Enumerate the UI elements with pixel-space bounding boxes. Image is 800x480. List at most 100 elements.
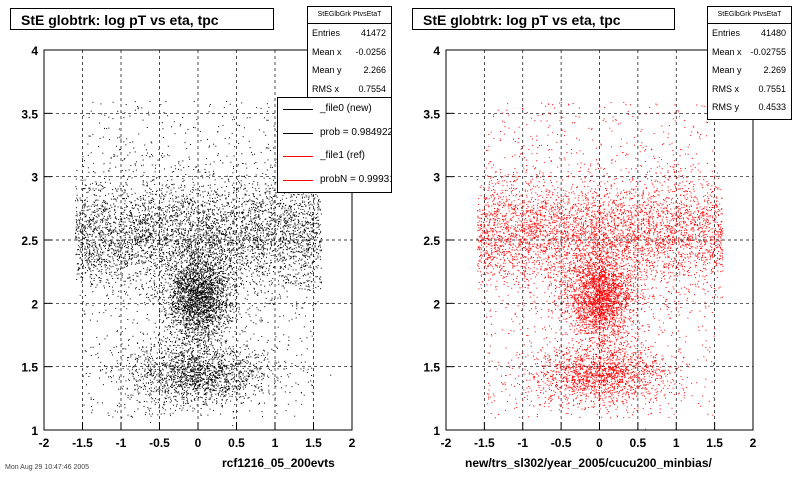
left-scatter-point xyxy=(263,255,264,256)
left-scatter-point xyxy=(125,393,126,394)
left-scatter-point xyxy=(263,132,264,133)
left-scatter-point xyxy=(109,216,110,217)
left-scatter-point xyxy=(206,219,207,220)
left-scatter-point xyxy=(147,127,148,128)
left-scatter-point xyxy=(80,232,81,233)
left-scatter-point xyxy=(243,331,244,332)
left-scatter-point xyxy=(273,304,274,305)
left-scatter-point xyxy=(127,263,128,264)
left-scatter-point xyxy=(285,234,286,235)
left-scatter-point xyxy=(174,210,175,211)
left-scatter-point xyxy=(101,185,102,186)
left-scatter-point xyxy=(261,390,262,391)
left-scatter-point xyxy=(123,175,124,176)
left-scatter-point xyxy=(208,216,209,217)
left-scatter-point xyxy=(182,377,183,378)
left-scatter-point xyxy=(177,404,178,405)
left-scatter-point xyxy=(157,353,158,354)
left-scatter-point xyxy=(200,312,201,313)
left-scatter-point xyxy=(235,219,236,220)
left-scatter-point xyxy=(295,365,296,366)
left-scatter-point xyxy=(177,206,178,207)
left-scatter-point xyxy=(268,340,269,341)
left-scatter-point xyxy=(212,268,213,269)
left-scatter-point xyxy=(203,385,204,386)
left-scatter-point xyxy=(227,212,228,213)
left-scatter-point xyxy=(229,192,230,193)
left-scatter-point xyxy=(240,376,241,377)
left-scatter-point xyxy=(257,199,258,200)
left-scatter-point xyxy=(243,389,244,390)
left-scatter-point xyxy=(240,247,241,248)
left-scatter-point xyxy=(299,214,300,215)
left-scatter-point xyxy=(282,286,283,287)
left-scatter-point xyxy=(311,273,312,274)
left-scatter-point xyxy=(186,323,187,324)
left-scatter-point xyxy=(252,257,253,258)
left-scatter-point xyxy=(167,228,168,229)
left-scatter-point xyxy=(162,277,163,278)
left-scatter-point xyxy=(124,260,125,261)
left-scatter-point xyxy=(260,237,261,238)
left-scatter-point xyxy=(231,253,232,254)
left-scatter-point xyxy=(180,124,181,125)
left-scatter-point xyxy=(310,290,311,291)
left-scatter-point xyxy=(198,319,199,320)
left-scatter-point xyxy=(256,198,257,199)
left-scatter-point xyxy=(231,350,232,351)
left-scatter-point xyxy=(184,359,185,360)
left-scatter-point xyxy=(290,227,291,228)
left-scatter-point xyxy=(144,222,145,223)
left-scatter-point xyxy=(170,255,171,256)
left-scatter-point xyxy=(304,253,305,254)
left-scatter-point xyxy=(202,314,203,315)
left-scatter-point xyxy=(261,320,262,321)
left-scatter-point xyxy=(287,291,288,292)
left-scatter-point xyxy=(227,281,228,282)
left-scatter-point xyxy=(216,388,217,389)
left-scatter-point xyxy=(182,243,183,244)
left-scatter-point xyxy=(186,286,187,287)
left-scatter-point xyxy=(269,285,270,286)
left-scatter-point xyxy=(229,251,230,252)
left-scatter-point xyxy=(286,385,287,386)
left-scatter-point xyxy=(295,282,296,283)
left-scatter-point xyxy=(203,221,204,222)
left-scatter-point xyxy=(247,291,248,292)
left-scatter-point xyxy=(258,357,259,358)
left-scatter-point xyxy=(193,272,194,273)
left-scatter-point xyxy=(109,256,110,257)
left-scatter-point xyxy=(262,267,263,268)
left-scatter-point xyxy=(261,247,262,248)
left-scatter-point xyxy=(208,242,209,243)
left-scatter-point xyxy=(154,213,155,214)
left-scatter-point xyxy=(291,206,292,207)
left-scatter-point xyxy=(198,341,199,342)
left-scatter-point xyxy=(196,317,197,318)
left-scatter-point xyxy=(102,242,103,243)
left-scatter-point xyxy=(221,293,222,294)
left-scatter-point xyxy=(121,232,122,233)
left-scatter-point xyxy=(111,266,112,267)
left-scatter-point xyxy=(139,212,140,213)
left-scatter-point xyxy=(195,384,196,385)
left-scatter-point xyxy=(244,236,245,237)
left-scatter-point xyxy=(165,326,166,327)
left-scatter-point xyxy=(283,246,284,247)
left-scatter-point xyxy=(100,264,101,265)
left-scatter-point xyxy=(212,252,213,253)
left-scatter-point xyxy=(230,373,231,374)
left-scatter-point xyxy=(162,219,163,220)
left-scatter-point xyxy=(307,259,308,260)
left-scatter-point xyxy=(184,250,185,251)
left-scatter-point xyxy=(114,245,115,246)
left-scatter-point xyxy=(138,237,139,238)
left-scatter-point xyxy=(148,112,149,113)
left-scatter-point xyxy=(291,196,292,197)
left-scatter-point xyxy=(294,209,295,210)
left-scatter-point xyxy=(174,389,175,390)
left-scatter-point xyxy=(241,185,242,186)
left-scatter-point xyxy=(221,372,222,373)
left-scatter-point xyxy=(175,399,176,400)
left-scatter-point xyxy=(179,253,180,254)
